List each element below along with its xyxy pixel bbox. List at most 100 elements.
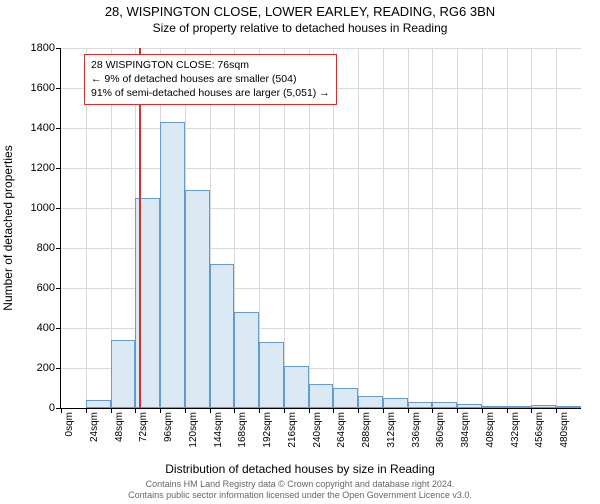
histogram-bar	[482, 406, 507, 408]
y-tick-label: 600	[15, 282, 55, 294]
y-tick-mark	[56, 168, 61, 169]
y-tick-mark	[56, 48, 61, 49]
grid-vertical	[408, 48, 409, 408]
y-tick-mark	[56, 288, 61, 289]
x-tick-label: 192sqm	[262, 412, 273, 448]
x-tick-mark	[284, 408, 285, 413]
y-tick-label: 1800	[15, 42, 55, 54]
x-tick-mark	[160, 408, 161, 413]
histogram-bar	[309, 384, 334, 408]
x-tick-label: 144sqm	[213, 412, 224, 448]
y-tick-mark	[56, 208, 61, 209]
legend-line-1: 28 WISPINGTON CLOSE: 76sqm	[91, 58, 330, 72]
x-tick-mark	[507, 408, 508, 413]
grid-vertical	[457, 48, 458, 408]
x-tick-label: 432sqm	[510, 412, 521, 448]
legend-line-3: 91% of semi-detached houses are larger (…	[91, 86, 330, 100]
histogram-bar	[284, 366, 309, 408]
x-tick-mark	[333, 408, 334, 413]
x-tick-label: 456sqm	[534, 412, 545, 448]
y-tick-mark	[56, 128, 61, 129]
legend-box: 28 WISPINGTON CLOSE: 76sqm ← 9% of detac…	[84, 54, 337, 105]
x-tick-mark	[210, 408, 211, 413]
chart-subtitle: Size of property relative to detached ho…	[0, 21, 600, 35]
y-tick-label: 1000	[15, 202, 55, 214]
histogram-bar	[111, 340, 136, 408]
histogram-bar	[408, 402, 433, 408]
legend-line-2: ← 9% of detached houses are smaller (504…	[91, 72, 330, 86]
x-axis-label: Distribution of detached houses by size …	[0, 462, 600, 476]
x-tick-label: 336sqm	[411, 412, 422, 448]
x-tick-mark	[86, 408, 87, 413]
histogram-bar	[383, 398, 408, 408]
x-tick-label: 408sqm	[485, 412, 496, 448]
y-tick-label: 200	[15, 362, 55, 374]
histogram-bar	[86, 400, 111, 408]
y-tick-mark	[56, 248, 61, 249]
x-tick-mark	[234, 408, 235, 413]
y-tick-mark	[56, 328, 61, 329]
x-tick-label: 240sqm	[312, 412, 323, 448]
grid-vertical	[432, 48, 433, 408]
x-tick-label: 24sqm	[89, 412, 100, 442]
y-tick-label: 1200	[15, 162, 55, 174]
grid-vertical	[531, 48, 532, 408]
histogram-bar	[507, 406, 532, 408]
y-axis-label: Number of detached properties	[1, 145, 15, 310]
chart-title: 28, WISPINGTON CLOSE, LOWER EARLEY, READ…	[0, 4, 600, 19]
x-tick-mark	[111, 408, 112, 413]
x-tick-label: 0sqm	[64, 412, 75, 436]
x-tick-label: 480sqm	[559, 412, 570, 448]
histogram-bar	[457, 404, 482, 408]
histogram-bar	[531, 405, 556, 408]
x-tick-mark	[259, 408, 260, 413]
histogram-bar	[185, 190, 210, 408]
x-tick-label: 360sqm	[435, 412, 446, 448]
x-tick-label: 72sqm	[138, 412, 149, 442]
histogram-bar	[259, 342, 284, 408]
y-tick-label: 1400	[15, 122, 55, 134]
footer-line-2: Contains public sector information licen…	[0, 490, 600, 502]
x-tick-mark	[135, 408, 136, 413]
y-tick-label: 0	[15, 402, 55, 414]
x-tick-mark	[432, 408, 433, 413]
y-tick-label: 400	[15, 322, 55, 334]
x-tick-label: 384sqm	[460, 412, 471, 448]
footer: Contains HM Land Registry data © Crown c…	[0, 479, 600, 502]
x-tick-mark	[531, 408, 532, 413]
histogram-bar	[432, 402, 457, 408]
histogram-bar	[556, 406, 581, 408]
x-tick-mark	[408, 408, 409, 413]
grid-vertical	[482, 48, 483, 408]
footer-line-1: Contains HM Land Registry data © Crown c…	[0, 479, 600, 491]
x-tick-label: 96sqm	[163, 412, 174, 442]
x-tick-mark	[358, 408, 359, 413]
histogram-bar	[234, 312, 259, 408]
x-tick-label: 216sqm	[287, 412, 298, 448]
x-tick-mark	[556, 408, 557, 413]
y-tick-label: 1600	[15, 82, 55, 94]
x-tick-mark	[61, 408, 62, 413]
y-tick-label: 800	[15, 242, 55, 254]
x-tick-label: 168sqm	[237, 412, 248, 448]
grid-vertical	[507, 48, 508, 408]
chart-container: 28, WISPINGTON CLOSE, LOWER EARLEY, READ…	[0, 4, 600, 504]
x-tick-label: 288sqm	[361, 412, 372, 448]
x-tick-label: 120sqm	[188, 412, 199, 448]
histogram-bar	[210, 264, 235, 408]
x-tick-mark	[482, 408, 483, 413]
x-tick-mark	[383, 408, 384, 413]
histogram-bar	[160, 122, 185, 408]
histogram-bar	[333, 388, 358, 408]
x-tick-mark	[185, 408, 186, 413]
histogram-bar	[358, 396, 383, 408]
x-tick-label: 312sqm	[386, 412, 397, 448]
chart-plot-area: 0200400600800100012001400160018000sqm24s…	[60, 48, 580, 408]
grid-vertical	[383, 48, 384, 408]
grid-vertical	[556, 48, 557, 408]
y-tick-mark	[56, 88, 61, 89]
y-tick-mark	[56, 368, 61, 369]
x-tick-mark	[457, 408, 458, 413]
x-tick-label: 48sqm	[114, 412, 125, 442]
x-tick-mark	[309, 408, 310, 413]
